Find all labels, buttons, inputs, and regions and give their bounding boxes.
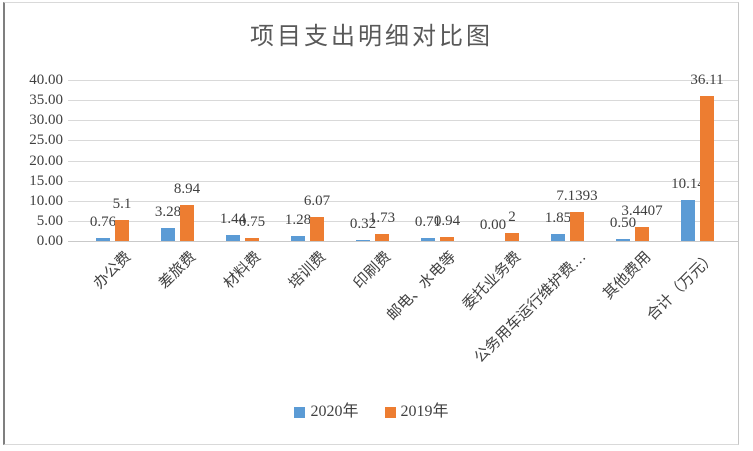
plot-area: 0.00 5.00 10.00 15.00 20.00 25.00 30.00 35.00 40… <box>5 3 738 444</box>
x-axis-line <box>68 241 738 242</box>
gridline <box>68 120 738 122</box>
legend-swatch-2019年 <box>384 406 396 418</box>
value-label-2020年: 3.28 <box>154 203 182 220</box>
y-axis-tick-label: 0.00 <box>36 233 63 249</box>
value-label-2019年: 1.73 <box>368 210 396 227</box>
y-axis-tick-label: 10.00 <box>29 192 63 209</box>
chart-title: 项目支出明细对比图 <box>250 24 493 50</box>
y-axis-tick-label: 25.00 <box>29 132 63 149</box>
value-label-2020年: 1.44 <box>219 211 247 228</box>
value-label-2020年: 0.00 <box>479 217 507 233</box>
chart-frame: 项目支出明细对比图 0.00 5.00 10.00 15.00 20.00 25.00 30… <box>3 2 739 445</box>
gridline <box>68 140 738 142</box>
gridline <box>68 160 738 162</box>
bar-2020年 <box>551 233 565 241</box>
legend-swatch-2020年 <box>294 406 306 418</box>
y-axis-tick-label: 15.00 <box>29 172 63 189</box>
bar-2020年 <box>161 227 175 241</box>
value-label-2020年: 0.71 <box>414 214 442 231</box>
bar-2019年 <box>440 237 454 241</box>
value-label-2019年: 7.1393 <box>556 188 598 205</box>
bar-2019年 <box>115 220 129 241</box>
legend-label-2019年: 2019年 <box>400 403 449 420</box>
y-axis-tick-label: 40.00 <box>29 72 63 88</box>
bar-2019年 <box>505 232 519 241</box>
value-label-2019年: 0.94 <box>433 213 461 230</box>
y-axis-tick-label: 20.00 <box>29 152 63 169</box>
bar-2020年 <box>421 238 435 241</box>
value-label-2019年: 0.75 <box>238 213 266 230</box>
value-label-2019年: 3.4407 <box>621 203 663 220</box>
value-label-2020年: 0.32 <box>349 215 377 232</box>
gridline <box>68 100 738 102</box>
bar-2020年 <box>226 235 240 241</box>
bar-2019年 <box>570 212 584 241</box>
bar-2020年 <box>291 235 305 241</box>
bar-2020年 <box>616 238 630 241</box>
legend-item-2020年: 2020年 <box>294 403 359 421</box>
gridline <box>68 180 738 182</box>
value-label-2019年: 36.11 <box>690 71 724 88</box>
y-axis-tick-label: 30.00 <box>29 112 63 129</box>
gridline <box>68 200 738 202</box>
value-label-2020年: 1.28 <box>284 211 312 228</box>
bar-2020年 <box>681 200 695 241</box>
value-label-2019年: 6.07 <box>303 192 331 209</box>
value-label-2019年: 5.1 <box>112 196 132 213</box>
bar-2019年 <box>180 205 194 241</box>
bar-2020年 <box>356 239 370 241</box>
gridline <box>68 80 738 81</box>
bar-2019年 <box>635 227 649 241</box>
bar-2019年 <box>375 234 389 241</box>
legend-label-2020年: 2020年 <box>310 403 359 420</box>
value-label-2020年: 0.50 <box>609 214 637 231</box>
value-label-2019年: 8.94 <box>173 181 201 198</box>
value-label-2019年: 2 <box>508 208 516 225</box>
value-label-2020年: 10.14 <box>671 176 705 193</box>
bar-2020年 <box>96 237 110 241</box>
gridline <box>68 220 738 222</box>
bar-2019年 <box>245 237 259 241</box>
value-label-2020年: 1.85 <box>544 209 572 226</box>
legend: 2020年 2019年 <box>5 403 738 421</box>
legend-item-2019年: 2019年 <box>384 403 449 421</box>
y-axis-tick-label: 35.00 <box>29 92 63 109</box>
bar-2019年 <box>700 95 714 241</box>
value-label-2020年: 0.76 <box>89 213 117 230</box>
y-axis-tick-label: 5.00 <box>36 212 63 229</box>
bar-2019年 <box>310 216 324 241</box>
